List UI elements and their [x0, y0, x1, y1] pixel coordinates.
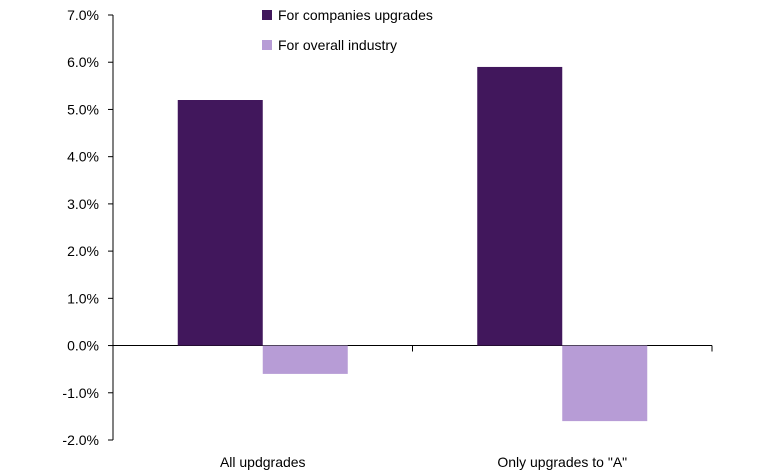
y-tick-label: 5.0% [67, 101, 99, 117]
y-tick-labels: 7.0% 6.0% 5.0% 4.0% 3.0% 2.0% 1.0% 0.0% -1.0% -2.… [62, 7, 99, 448]
y-tick-label: 4.0% [67, 149, 99, 165]
legend-swatch [262, 10, 272, 20]
legend-label: For companies upgrades [278, 7, 433, 23]
bar [177, 100, 263, 346]
y-tick-label: 6.0% [67, 54, 99, 70]
legend-label: For overall industry [278, 37, 397, 53]
category-label: Only upgrades to "A" [497, 454, 627, 470]
y-tick-label: 2.0% [67, 243, 99, 259]
y-tick-label: -1.0% [62, 385, 99, 401]
y-tick-label: 0.0% [67, 338, 99, 354]
category-labels: All updgrades Only upgrades to "A" [220, 454, 627, 470]
bar [562, 345, 648, 422]
bar [477, 66, 563, 346]
y-tick-label: -2.0% [62, 432, 99, 448]
bars [177, 66, 648, 422]
category-label: All updgrades [220, 454, 306, 470]
bar [262, 345, 348, 374]
y-tick-label: 3.0% [67, 196, 99, 212]
legend-swatch [262, 40, 272, 50]
y-tick-label: 7.0% [67, 7, 99, 23]
y-tick-label: 1.0% [67, 290, 99, 306]
legend: For companies upgrades For overall indust… [262, 7, 433, 53]
